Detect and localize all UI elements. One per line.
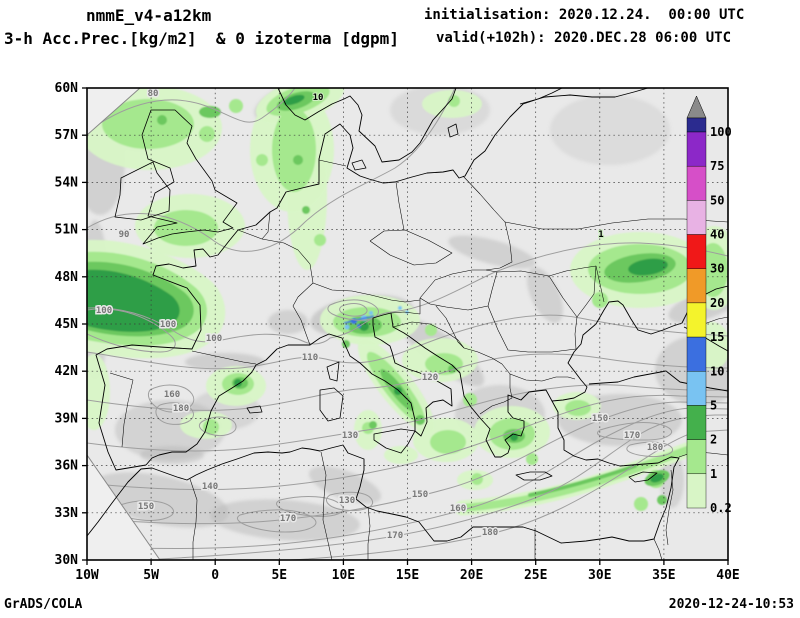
- field-title: 3-h Acc.Prec.[kg/m2] & 0 izoterma [dgpm]: [4, 29, 399, 48]
- svg-text:130: 130: [339, 496, 355, 506]
- svg-text:5: 5: [710, 398, 717, 412]
- svg-text:0: 0: [211, 568, 219, 583]
- svg-text:30E: 30E: [588, 568, 611, 583]
- svg-text:100: 100: [206, 334, 222, 344]
- svg-text:5E: 5E: [271, 568, 287, 583]
- svg-text:120: 120: [422, 373, 438, 383]
- colorbar: 100 75 50 40 30 20 15 10 5 2 1 0.2: [686, 95, 732, 515]
- svg-text:30N: 30N: [55, 553, 79, 568]
- svg-text:50: 50: [710, 193, 724, 207]
- svg-text:45N: 45N: [55, 317, 79, 332]
- svg-text:150: 150: [592, 414, 608, 424]
- graticule: [87, 88, 728, 560]
- isotherm-contours: [87, 88, 728, 560]
- svg-text:36N: 36N: [55, 459, 79, 474]
- model-title: nmmE_v4-a12km: [86, 6, 212, 25]
- svg-text:51N: 51N: [55, 223, 79, 238]
- svg-text:1: 1: [710, 467, 717, 481]
- svg-text:90: 90: [119, 230, 130, 240]
- svg-text:60N: 60N: [55, 81, 79, 96]
- svg-text:160: 160: [450, 504, 466, 514]
- svg-text:10: 10: [313, 93, 324, 103]
- grads-credit: GrADS/COLA: [4, 597, 83, 612]
- coastlines: [87, 88, 728, 544]
- svg-text:100: 100: [160, 320, 176, 330]
- valid-time: valid(+102h): 2020.DEC.28 06:00 UTC: [436, 30, 732, 46]
- svg-text:130: 130: [342, 431, 358, 441]
- svg-text:80: 80: [148, 89, 159, 99]
- svg-text:10E: 10E: [332, 568, 355, 583]
- svg-text:170: 170: [624, 431, 640, 441]
- svg-text:180: 180: [647, 443, 663, 453]
- svg-text:15E: 15E: [396, 568, 419, 583]
- svg-text:2: 2: [710, 433, 717, 447]
- svg-text:25E: 25E: [524, 568, 547, 583]
- map-frame: [86, 87, 729, 561]
- svg-text:1: 1: [598, 230, 603, 240]
- svg-text:110: 110: [302, 353, 318, 363]
- svg-text:30: 30: [710, 262, 724, 276]
- svg-text:150: 150: [412, 490, 428, 500]
- svg-text:42N: 42N: [55, 364, 79, 379]
- svg-text:20E: 20E: [460, 568, 483, 583]
- svg-text:180: 180: [173, 404, 189, 414]
- svg-text:10: 10: [710, 364, 724, 378]
- svg-text:0.2: 0.2: [710, 501, 732, 515]
- svg-text:40: 40: [710, 228, 724, 242]
- svg-text:100: 100: [710, 125, 732, 139]
- domain-boundary: [87, 88, 161, 560]
- svg-text:15: 15: [710, 330, 724, 344]
- svg-text:40E: 40E: [716, 568, 739, 583]
- precip-heavy-specks: [343, 306, 409, 330]
- svg-text:35E: 35E: [652, 568, 675, 583]
- svg-text:54N: 54N: [55, 175, 79, 190]
- svg-text:170: 170: [280, 514, 296, 524]
- country-borders: [109, 159, 728, 560]
- svg-text:140: 140: [202, 482, 218, 492]
- svg-text:170: 170: [387, 531, 403, 541]
- axis-labels: 10W 5W 0 5E 10E 15E 20E 25E 30E 35E 40E 30N 33N 36N 39…: [55, 81, 740, 583]
- svg-text:10W: 10W: [75, 568, 99, 583]
- precip-band-5: [87, 94, 668, 483]
- svg-text:39N: 39N: [55, 411, 79, 426]
- svg-text:20: 20: [710, 296, 724, 310]
- svg-text:75: 75: [710, 159, 724, 173]
- svg-text:57N: 57N: [55, 128, 79, 143]
- svg-text:180: 180: [482, 528, 498, 538]
- creation-timestamp: 2020-12-24-10:53: [668, 597, 794, 612]
- svg-text:150: 150: [138, 502, 154, 512]
- svg-text:160: 160: [164, 390, 180, 400]
- svg-text:100: 100: [96, 306, 112, 316]
- svg-text:48N: 48N: [55, 270, 79, 285]
- init-time: initialisation: 2020.12.24. 00:00 UTC: [424, 7, 745, 23]
- svg-text:33N: 33N: [55, 506, 79, 521]
- svg-text:5W: 5W: [143, 568, 159, 583]
